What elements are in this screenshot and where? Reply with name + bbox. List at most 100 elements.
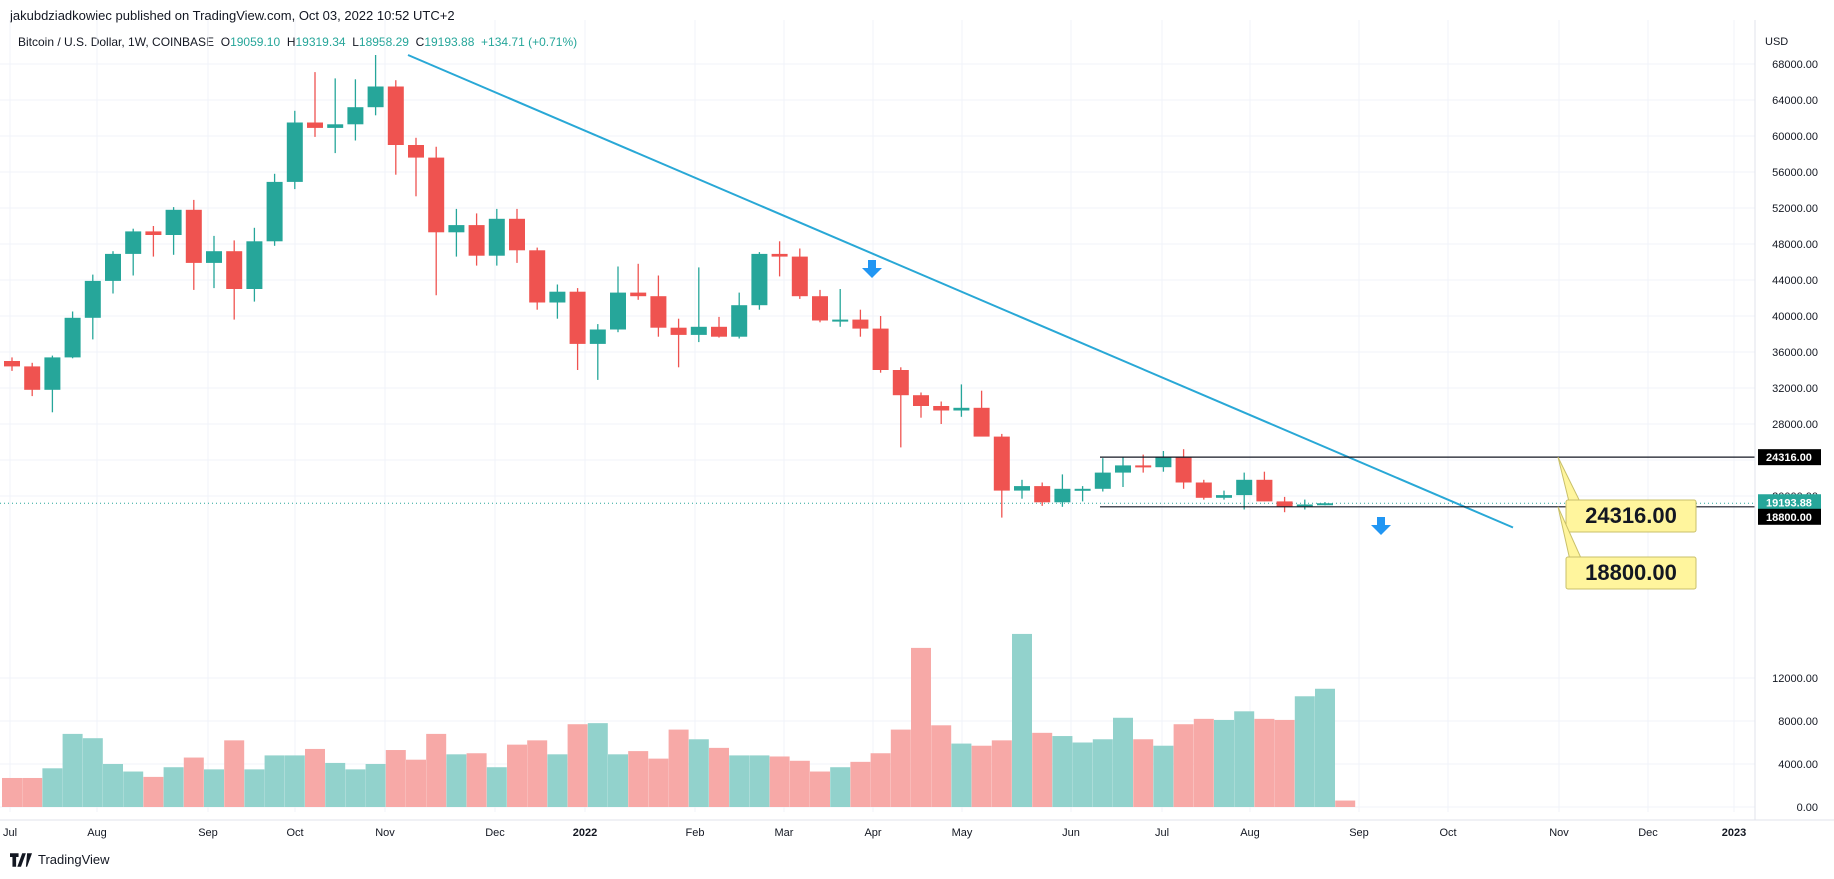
candle[interactable] <box>751 252 768 310</box>
candle[interactable] <box>226 240 243 320</box>
candle[interactable] <box>1236 472 1253 510</box>
price-tick-label: 48000.00 <box>1772 239 1818 251</box>
volume-bar <box>709 747 729 807</box>
candle[interactable] <box>1034 482 1051 506</box>
candle[interactable] <box>1054 474 1071 507</box>
candle[interactable] <box>125 228 142 276</box>
callout-box <box>1565 499 1697 533</box>
candle[interactable] <box>610 266 626 333</box>
candle[interactable] <box>731 292 748 339</box>
price-tag-bg <box>1758 449 1821 466</box>
candle[interactable] <box>509 208 525 263</box>
price-callout[interactable]: 24316.00 <box>1557 456 1697 533</box>
candle[interactable] <box>1155 451 1172 472</box>
time-axis[interactable]: Jul Aug Sep Oct Nov Dec 2022 Feb Mar Apr May Jun Jul… <box>3 827 1746 839</box>
time-tick-label: Feb <box>686 827 705 839</box>
candle[interactable] <box>448 208 465 257</box>
candle[interactable] <box>791 248 808 299</box>
candle[interactable] <box>1175 449 1192 489</box>
candle[interactable] <box>832 289 849 327</box>
open-label: O <box>220 35 231 49</box>
candle[interactable] <box>852 309 869 337</box>
candle[interactable] <box>286 110 303 190</box>
candle-body <box>1236 479 1253 496</box>
candle[interactable] <box>1014 479 1030 499</box>
candle[interactable] <box>933 401 950 425</box>
candle[interactable] <box>771 241 788 277</box>
candle[interactable] <box>145 226 162 257</box>
candle-body <box>731 305 748 337</box>
candle[interactable] <box>872 316 889 373</box>
candle-body <box>771 253 788 257</box>
candle[interactable] <box>387 80 404 175</box>
candle[interactable] <box>1276 496 1293 513</box>
candle-body <box>1014 486 1030 491</box>
price-axis[interactable]: USD 68000.00 64000.00 60000.00 56000.00 52000… <box>1758 36 1821 814</box>
candle[interactable] <box>488 208 505 266</box>
candle[interactable] <box>44 355 61 413</box>
volume-bar <box>567 724 588 807</box>
candle[interactable] <box>185 199 202 290</box>
candle[interactable] <box>711 316 727 338</box>
candle[interactable] <box>367 55 384 116</box>
candle[interactable] <box>1195 479 1212 500</box>
volume-bar <box>22 777 43 807</box>
candle[interactable] <box>266 173 283 246</box>
candle[interactable] <box>1256 471 1273 502</box>
candle[interactable] <box>307 72 323 137</box>
candle[interactable] <box>993 433 1010 518</box>
high-value: 19319.34 <box>295 35 346 49</box>
price-tick-label: 56000.00 <box>1772 167 1818 179</box>
candle-body <box>165 209 182 235</box>
candle[interactable] <box>1296 499 1313 510</box>
candle[interactable] <box>84 274 101 340</box>
candle[interactable] <box>1115 457 1131 487</box>
grid <box>0 20 1755 812</box>
candle[interactable] <box>953 384 970 417</box>
volume-bar <box>769 756 790 807</box>
candle[interactable] <box>670 318 687 368</box>
candles <box>4 55 1333 518</box>
candle[interactable] <box>1074 486 1091 502</box>
volume-bar <box>62 733 83 807</box>
candle[interactable] <box>812 289 828 323</box>
candle[interactable] <box>408 137 424 197</box>
candle[interactable] <box>165 207 182 255</box>
candle-body <box>488 218 505 256</box>
candle[interactable] <box>246 227 263 302</box>
candle[interactable] <box>892 367 909 448</box>
candle[interactable] <box>913 392 929 418</box>
footer-brand: TradingView <box>10 852 110 867</box>
candle[interactable] <box>105 251 121 294</box>
candle[interactable] <box>650 275 667 337</box>
price-tag-label: 24316.00 <box>1766 452 1812 464</box>
candle[interactable] <box>24 362 41 397</box>
close-value: 19193.88 <box>424 35 475 49</box>
candle-body <box>307 122 323 128</box>
candle[interactable] <box>206 235 222 289</box>
candle[interactable] <box>549 284 566 319</box>
candle[interactable] <box>529 247 546 310</box>
candle[interactable] <box>4 357 20 371</box>
candle[interactable] <box>64 311 81 359</box>
candle[interactable] <box>630 263 647 300</box>
candle[interactable] <box>589 324 606 380</box>
candle[interactable] <box>569 288 586 370</box>
price-callout[interactable]: 18800.00 <box>1557 506 1697 590</box>
candle-body <box>1155 457 1172 468</box>
candle[interactable] <box>690 267 707 343</box>
candle[interactable] <box>347 79 364 141</box>
candle[interactable] <box>468 213 485 266</box>
downtrend-line[interactable] <box>407 54 1514 529</box>
candle[interactable] <box>1094 458 1111 492</box>
candle[interactable] <box>1317 502 1333 506</box>
candle[interactable] <box>428 146 445 296</box>
time-tick-label: Jun <box>1062 827 1080 839</box>
candle[interactable] <box>327 78 344 154</box>
candle[interactable] <box>1216 490 1232 500</box>
time-tick-label: Mar <box>775 827 794 839</box>
price-tick-label: 60000.00 <box>1772 131 1818 143</box>
candle[interactable] <box>973 390 990 437</box>
time-tick-label: Aug <box>1240 827 1260 839</box>
